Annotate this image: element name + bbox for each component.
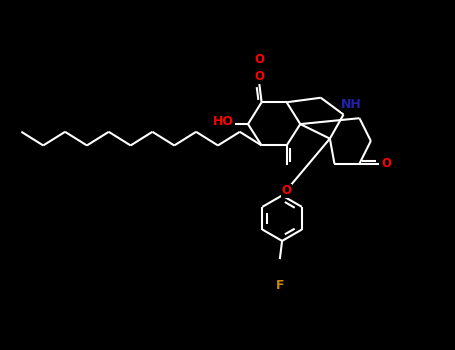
Text: O: O: [254, 52, 264, 65]
Text: F: F: [276, 279, 284, 292]
Text: NH: NH: [341, 98, 362, 111]
Text: O: O: [254, 70, 264, 83]
Text: HO: HO: [212, 115, 233, 128]
Text: O: O: [382, 157, 392, 170]
Text: O: O: [282, 184, 292, 197]
